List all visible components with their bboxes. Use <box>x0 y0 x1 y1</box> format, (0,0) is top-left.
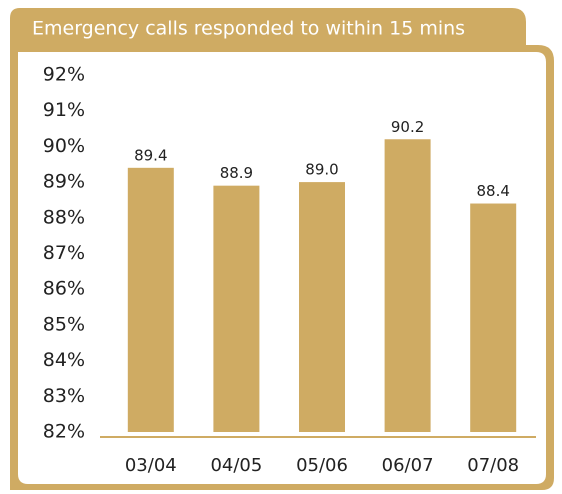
y-tick-label: 92% <box>43 64 85 86</box>
y-tick-label: 83% <box>43 385 85 407</box>
y-tick-label: 91% <box>43 99 85 121</box>
bar <box>127 167 174 432</box>
y-tick-label: 84% <box>43 349 85 371</box>
value-label: 90.2 <box>391 118 424 136</box>
y-tick-label: 82% <box>43 421 85 443</box>
y-tick-label: 87% <box>43 242 85 264</box>
value-label: 89.4 <box>134 146 167 164</box>
value-label: 88.9 <box>220 164 253 182</box>
value-label: 88.4 <box>476 182 509 200</box>
value-label: 89.0 <box>305 161 338 179</box>
x-tick-label: 03/04 <box>125 455 177 476</box>
bar <box>299 182 345 432</box>
y-tick-label: 90% <box>43 135 85 157</box>
y-tick-label: 86% <box>43 278 85 300</box>
y-tick-label: 89% <box>43 171 85 193</box>
bar <box>213 185 260 432</box>
panel <box>18 52 546 484</box>
y-tick-label: 88% <box>43 206 85 228</box>
bar <box>470 203 517 432</box>
x-tick-label: 05/06 <box>296 455 348 476</box>
bar <box>384 139 431 432</box>
x-tick-label: 04/05 <box>210 455 262 476</box>
chart-title: Emergency calls responded to within 15 m… <box>32 18 465 40</box>
x-tick-label: 06/07 <box>382 455 434 476</box>
x-tick-label: 07/08 <box>467 455 519 476</box>
y-tick-label: 85% <box>43 313 85 335</box>
